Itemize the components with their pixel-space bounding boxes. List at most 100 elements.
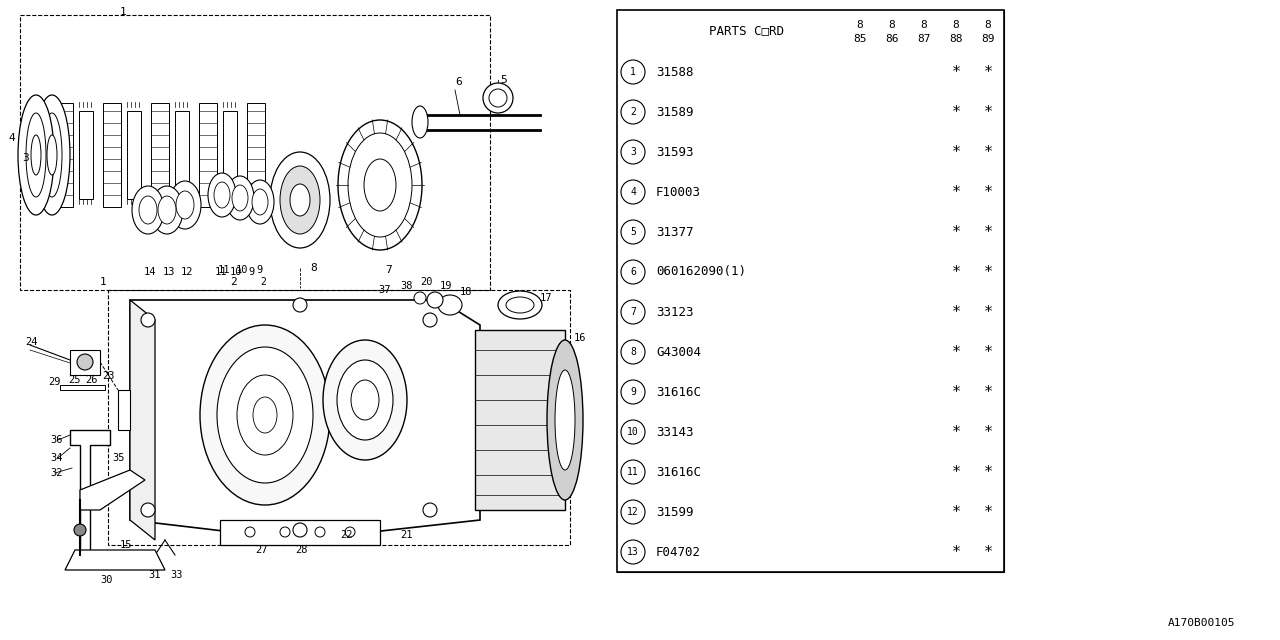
Text: 22: 22 [340,530,352,540]
Ellipse shape [252,189,268,215]
Bar [972,172,1004,212]
Ellipse shape [227,176,253,220]
Bar [972,532,1004,572]
Bar [649,412,844,452]
Text: 3: 3 [630,147,636,157]
Polygon shape [220,520,380,545]
Text: 31616C: 31616C [657,465,701,479]
Ellipse shape [346,527,355,537]
Bar [649,452,844,492]
Text: *: * [951,184,960,200]
Ellipse shape [140,196,157,224]
Circle shape [621,380,645,404]
Text: *: * [983,545,992,559]
Bar [876,10,908,52]
Bar [940,372,972,412]
Ellipse shape [253,397,276,433]
Bar [876,292,908,332]
Ellipse shape [232,185,248,211]
Bar [876,532,908,572]
Bar [940,332,972,372]
Ellipse shape [364,159,396,211]
Ellipse shape [18,95,54,215]
Circle shape [621,300,645,324]
Bar [617,252,649,292]
Ellipse shape [200,325,330,505]
Text: *: * [951,545,960,559]
Text: 87: 87 [918,35,931,44]
Text: 3: 3 [22,153,28,163]
Bar [617,492,649,532]
Text: 10: 10 [627,427,639,437]
Text: *: * [951,225,960,239]
Text: *: * [983,104,992,120]
Bar [876,372,908,412]
Bar [876,332,908,372]
Bar [940,92,972,132]
Ellipse shape [338,120,422,250]
Bar [649,212,844,252]
Text: G43004: G43004 [657,346,701,358]
Text: 8: 8 [952,20,960,29]
Bar [649,492,844,532]
Bar [940,172,972,212]
Text: 31588: 31588 [657,65,694,79]
Bar [649,532,844,572]
Bar [617,452,649,492]
Text: 13: 13 [627,547,639,557]
Ellipse shape [293,523,307,537]
Text: 1: 1 [120,7,127,17]
Bar [617,372,649,412]
Bar [617,412,649,452]
Bar [617,92,649,132]
Polygon shape [151,103,169,207]
Bar [844,212,876,252]
Ellipse shape [151,186,183,234]
Text: 9: 9 [630,387,636,397]
Text: 24: 24 [26,337,37,347]
Ellipse shape [498,291,541,319]
Text: *: * [983,184,992,200]
Text: 6: 6 [454,77,462,87]
Bar [649,252,844,292]
Bar [972,452,1004,492]
Text: PARTS C□RD: PARTS C□RD [709,24,783,38]
Bar [844,132,876,172]
Bar [972,292,1004,332]
Bar [617,292,649,332]
Text: 14: 14 [143,267,156,277]
Text: *: * [983,465,992,479]
Text: 8: 8 [984,20,992,29]
Text: *: * [983,305,992,319]
Bar [649,372,844,412]
Polygon shape [223,111,237,199]
Bar [617,212,649,252]
Text: 8: 8 [856,20,864,29]
Ellipse shape [293,298,307,312]
Bar [876,52,908,92]
Bar [972,332,1004,372]
Text: 5: 5 [630,227,636,237]
Bar [844,252,876,292]
Bar [649,172,844,212]
Ellipse shape [412,106,428,138]
Bar [908,10,940,52]
Text: 11: 11 [218,265,230,275]
Ellipse shape [141,503,155,517]
Polygon shape [102,103,122,207]
Text: 4: 4 [630,187,636,197]
Bar [908,52,940,92]
Bar [972,212,1004,252]
Text: 8: 8 [888,20,896,29]
Ellipse shape [280,166,320,234]
Polygon shape [60,385,105,390]
Circle shape [621,500,645,524]
Text: *: * [951,305,960,319]
Bar [876,132,908,172]
Ellipse shape [132,186,164,234]
Text: 36: 36 [50,435,63,445]
Text: 12: 12 [180,267,193,277]
Text: 16: 16 [573,333,586,343]
Bar [617,532,649,572]
Ellipse shape [438,295,462,315]
